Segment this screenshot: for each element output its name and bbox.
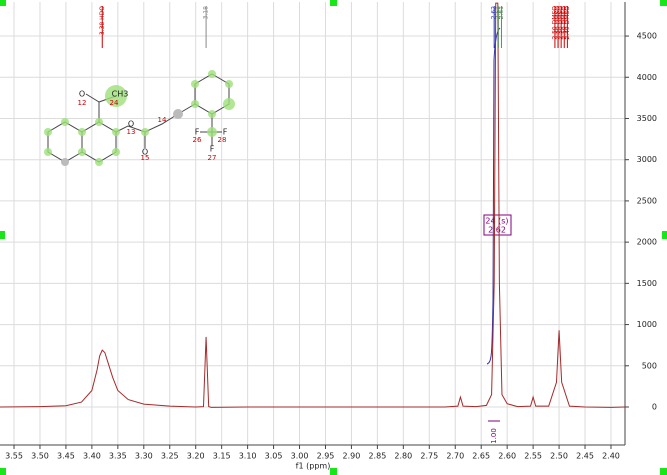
peak-label: 3.18: [203, 6, 210, 20]
structure-label: 26: [193, 136, 202, 144]
x-tick-label: 2.70: [446, 452, 464, 461]
multiplet-box: [483, 214, 512, 236]
structure-label: O: [142, 148, 148, 157]
peak-label: 2.49 DMSO: [564, 6, 571, 40]
x-tick-label: 3.55: [5, 452, 23, 461]
peak-label: 2.50 DMSO: [561, 6, 568, 40]
y-tick-label: 4000: [637, 73, 657, 82]
y-tick-label: 3500: [637, 114, 657, 123]
x-tick-label: 3.30: [135, 452, 153, 461]
y-tick-label: 3000: [637, 155, 657, 164]
x-tick-label: 3.35: [109, 452, 127, 461]
y-tick-label: 500: [642, 361, 657, 370]
x-tick-label: 3.25: [161, 452, 179, 461]
x-tick-label: 2.60: [498, 452, 516, 461]
atom-highlights: [44, 70, 235, 166]
x-tick-label: 2.40: [602, 452, 620, 461]
y-tick-label: 2000: [637, 238, 657, 247]
x-tick-label: 3.50: [31, 452, 49, 461]
y-tick-label: 1000: [637, 320, 657, 329]
x-tick-label: 3.10: [239, 452, 257, 461]
structure-label: F: [223, 128, 228, 137]
y-tick-label: 4500: [637, 32, 657, 41]
x-tick-label: 3.45: [57, 452, 75, 461]
structure-label: 13: [127, 128, 136, 136]
peak-label: 2.62: [491, 6, 498, 20]
peak-label: 2.50 DMSO: [555, 6, 562, 40]
x-tick-label: 2.95: [317, 452, 335, 461]
structure-label: F: [195, 128, 200, 137]
structure-label: 27: [208, 154, 217, 162]
x-tick-label: 3.20: [187, 452, 205, 461]
structure-label: 15: [141, 154, 150, 162]
structure-label: 14: [158, 116, 167, 124]
x-tick-label: 2.45: [576, 452, 594, 461]
x-tick-label: 2.75: [420, 452, 438, 461]
x-tick-label: 3.15: [213, 452, 231, 461]
atom-unassigned: [61, 109, 183, 166]
spectrum-line: [0, 2, 626, 408]
x-tick-label: 2.90: [343, 452, 361, 461]
x-tick-label: 3.00: [291, 452, 309, 461]
y-tick-label: 2500: [637, 196, 657, 205]
structure-label: O: [79, 90, 85, 99]
structure-label: F: [210, 145, 215, 154]
y-tick-label: 0: [652, 402, 657, 411]
multiplet-label: 24 (s): [485, 217, 508, 226]
multiplet-shift: 2.62: [488, 226, 506, 235]
structure-label: CH3: [112, 90, 129, 99]
x-tick-label: 2.50: [550, 452, 568, 461]
x-axis-title: f1 (ppm): [296, 462, 331, 471]
x-tick-label: 3.05: [265, 452, 283, 461]
structure-label: O: [128, 120, 134, 129]
peak-label: 3.38 HDO: [99, 6, 106, 35]
x-tick-label: 2.55: [524, 452, 542, 461]
peak-label: 2.61: [498, 6, 505, 20]
structure-label: 28: [218, 136, 227, 144]
x-tick-label: 2.65: [472, 452, 490, 461]
integral-curve: [486, 27, 501, 365]
x-tick-label: 3.40: [83, 452, 101, 461]
peak-label: 2.50 DMSO: [551, 6, 558, 40]
structure-label: 12: [78, 99, 87, 107]
x-tick-label: 2.80: [394, 452, 412, 461]
structure-label: 24: [110, 99, 119, 107]
peak-label: 2.50 DMSO: [558, 6, 565, 40]
x-tick-label: 2.85: [368, 452, 386, 461]
integral-label: 1.00: [490, 428, 498, 444]
peak-label: 2.61: [495, 6, 502, 20]
y-tick-label: 1500: [637, 279, 657, 288]
